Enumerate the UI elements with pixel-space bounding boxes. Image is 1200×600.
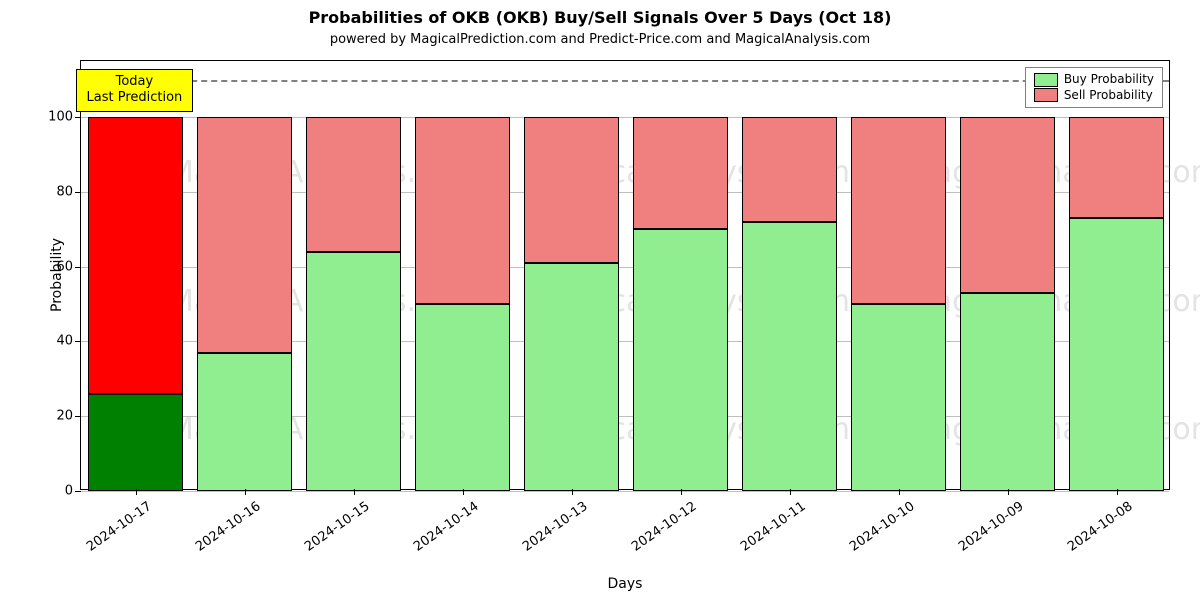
xtick-mark bbox=[681, 489, 682, 495]
xtick-label: 2024-10-10 bbox=[835, 499, 917, 563]
bar-sell bbox=[1069, 117, 1165, 218]
xtick-label: 2024-10-16 bbox=[181, 499, 263, 563]
chart-container: Probabilities of OKB (OKB) Buy/Sell Sign… bbox=[0, 0, 1200, 600]
bar bbox=[88, 61, 184, 489]
ytick-label: 60 bbox=[56, 259, 81, 274]
xtick-label: 2024-10-12 bbox=[617, 499, 699, 563]
ytick-label: 100 bbox=[48, 110, 81, 125]
callout-line: Last Prediction bbox=[87, 90, 183, 106]
bar-sell bbox=[524, 117, 620, 263]
xtick-mark bbox=[1117, 489, 1118, 495]
bar bbox=[415, 61, 511, 489]
legend-swatch bbox=[1034, 73, 1058, 87]
legend-label: Sell Probability bbox=[1064, 88, 1153, 104]
bar-sell bbox=[633, 117, 729, 229]
today-callout: TodayLast Prediction bbox=[76, 69, 194, 112]
bar bbox=[1069, 61, 1165, 489]
xtick-mark bbox=[136, 489, 137, 495]
bar-buy bbox=[851, 304, 947, 491]
plot-area: MagicalAnalysis.comMagicalAnalysis.comMa… bbox=[80, 60, 1170, 490]
bar-buy bbox=[88, 394, 184, 491]
bar-sell bbox=[851, 117, 947, 304]
xtick-mark bbox=[1008, 489, 1009, 495]
ytick-label: 20 bbox=[56, 409, 81, 424]
legend-item: Buy Probability bbox=[1034, 72, 1154, 88]
bar bbox=[960, 61, 1056, 489]
xtick-label: 2024-10-15 bbox=[290, 499, 372, 563]
ytick-label: 40 bbox=[56, 334, 81, 349]
bar-sell bbox=[306, 117, 402, 252]
bar-buy bbox=[1069, 218, 1165, 491]
xtick-mark bbox=[790, 489, 791, 495]
legend: Buy ProbabilitySell Probability bbox=[1025, 67, 1163, 108]
xtick-label: 2024-10-14 bbox=[399, 499, 481, 563]
bar-sell bbox=[742, 117, 838, 222]
xtick-label: 2024-10-11 bbox=[726, 499, 808, 563]
xtick-mark bbox=[463, 489, 464, 495]
bar-sell bbox=[415, 117, 511, 304]
bar-buy bbox=[960, 293, 1056, 491]
bar-sell bbox=[960, 117, 1056, 293]
xtick-mark bbox=[354, 489, 355, 495]
bar-buy bbox=[633, 229, 729, 491]
xtick-label: 2024-10-13 bbox=[508, 499, 590, 563]
bar bbox=[197, 61, 293, 489]
bar bbox=[306, 61, 402, 489]
bar-buy bbox=[415, 304, 511, 491]
bar-buy bbox=[306, 252, 402, 491]
xtick-label: 2024-10-09 bbox=[944, 499, 1026, 563]
xtick-mark bbox=[245, 489, 246, 495]
bar-buy bbox=[524, 263, 620, 491]
xtick-label: 2024-10-17 bbox=[72, 499, 154, 563]
xtick-label: 2024-10-08 bbox=[1053, 499, 1135, 563]
callout-line: Today bbox=[87, 74, 183, 90]
bar bbox=[524, 61, 620, 489]
bar-sell bbox=[197, 117, 293, 353]
legend-item: Sell Probability bbox=[1034, 88, 1154, 104]
legend-label: Buy Probability bbox=[1064, 72, 1154, 88]
chart-subtitle: powered by MagicalPrediction.com and Pre… bbox=[0, 32, 1200, 47]
ytick-label: 80 bbox=[56, 184, 81, 199]
bar-sell bbox=[88, 117, 184, 394]
bar-buy bbox=[197, 353, 293, 491]
bar bbox=[633, 61, 729, 489]
legend-swatch bbox=[1034, 88, 1058, 102]
ytick-label: 0 bbox=[65, 484, 81, 499]
bar-buy bbox=[742, 222, 838, 491]
xtick-mark bbox=[899, 489, 900, 495]
chart-title: Probabilities of OKB (OKB) Buy/Sell Sign… bbox=[0, 8, 1200, 27]
bar bbox=[851, 61, 947, 489]
xtick-mark bbox=[572, 489, 573, 495]
bar bbox=[742, 61, 838, 489]
x-axis-label: Days bbox=[80, 576, 1170, 592]
